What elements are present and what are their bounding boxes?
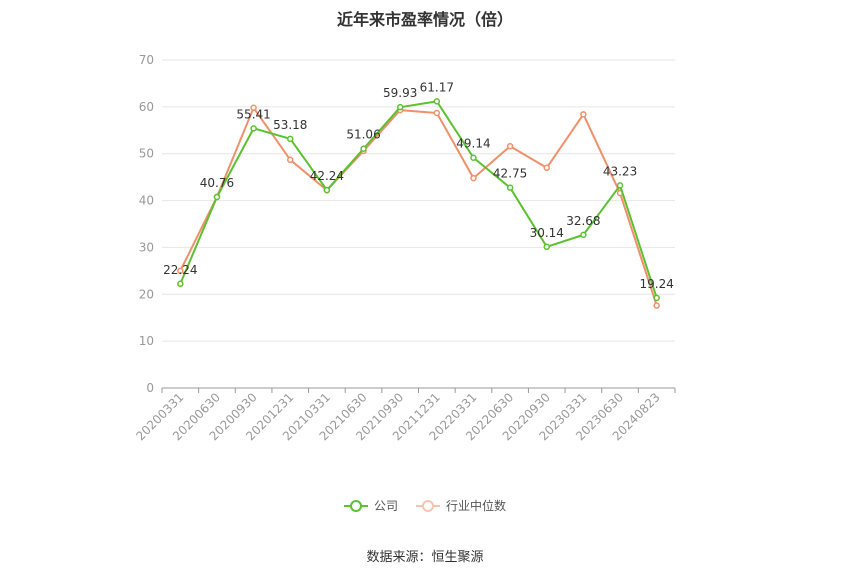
data-label: 42.75 bbox=[493, 167, 527, 181]
data-point-company bbox=[653, 294, 660, 302]
chart-legend: 公司 行业中位数 bbox=[0, 497, 850, 514]
data-point-company bbox=[396, 103, 404, 111]
data-label: 53.18 bbox=[273, 118, 307, 132]
data-label: 42.24 bbox=[310, 169, 344, 183]
data-point-company bbox=[287, 135, 294, 143]
legend-item-industry-median[interactable]: 行业中位数 bbox=[416, 497, 506, 514]
legend-swatch-industry-median bbox=[416, 499, 440, 512]
data-point-industry-median bbox=[470, 174, 477, 182]
data-point-industry-median bbox=[580, 111, 587, 118]
data-point-industry-median bbox=[250, 104, 257, 112]
chart-title: 近年来市盈率情况（倍） bbox=[336, 10, 513, 29]
y-tick-label: 70 bbox=[139, 53, 154, 67]
data-label: 22.24 bbox=[163, 263, 197, 277]
legend-label-company: 公司 bbox=[373, 499, 398, 513]
y-tick-label: 60 bbox=[139, 100, 154, 114]
y-tick-label: 40 bbox=[139, 194, 154, 208]
y-tick-label: 50 bbox=[139, 147, 154, 161]
data-point-company bbox=[323, 186, 331, 194]
data-label: 19.24 bbox=[639, 277, 673, 291]
data-point-company bbox=[360, 145, 367, 152]
data-source: 数据来源：恒生聚源 bbox=[366, 550, 484, 565]
data-label: 51.06 bbox=[346, 128, 380, 142]
data-point-company bbox=[506, 184, 514, 191]
data-point-industry-median bbox=[653, 302, 660, 309]
data-point-company bbox=[250, 125, 257, 132]
y-tick-label: 20 bbox=[139, 287, 154, 301]
data-label: 40.76 bbox=[200, 176, 234, 190]
data-label: 61.17 bbox=[420, 80, 454, 94]
data-label: 43.23 bbox=[603, 164, 637, 178]
data-point-company bbox=[213, 193, 221, 201]
data-label: 32.68 bbox=[566, 214, 600, 228]
data-label: 30.14 bbox=[530, 226, 564, 240]
data-point-company bbox=[433, 98, 441, 105]
series-line-industry-median bbox=[179, 106, 658, 306]
data-label: 49.14 bbox=[456, 137, 490, 151]
data-point-industry-median bbox=[506, 142, 514, 150]
data-point-industry-median bbox=[543, 164, 550, 172]
y-tick-label: 10 bbox=[139, 334, 154, 348]
legend-label-industry-median: 行业中位数 bbox=[446, 499, 507, 513]
data-point-company bbox=[543, 243, 550, 251]
data-point-industry-median bbox=[433, 109, 441, 117]
legend-swatch-company bbox=[343, 499, 368, 512]
data-label: 55.41 bbox=[236, 107, 270, 121]
data-point-company bbox=[580, 231, 587, 239]
y-tick-label: 0 bbox=[146, 381, 154, 395]
y-tick-label: 30 bbox=[139, 240, 154, 254]
data-point-industry-median bbox=[177, 267, 184, 275]
data-point-company bbox=[177, 280, 184, 288]
data-point-company bbox=[616, 182, 624, 189]
data-point-company bbox=[470, 154, 477, 161]
legend-item-company[interactable]: 公司 bbox=[343, 497, 398, 514]
series-line-company bbox=[179, 100, 658, 299]
data-label: 59.93 bbox=[383, 86, 417, 100]
data-point-industry-median bbox=[287, 156, 294, 164]
